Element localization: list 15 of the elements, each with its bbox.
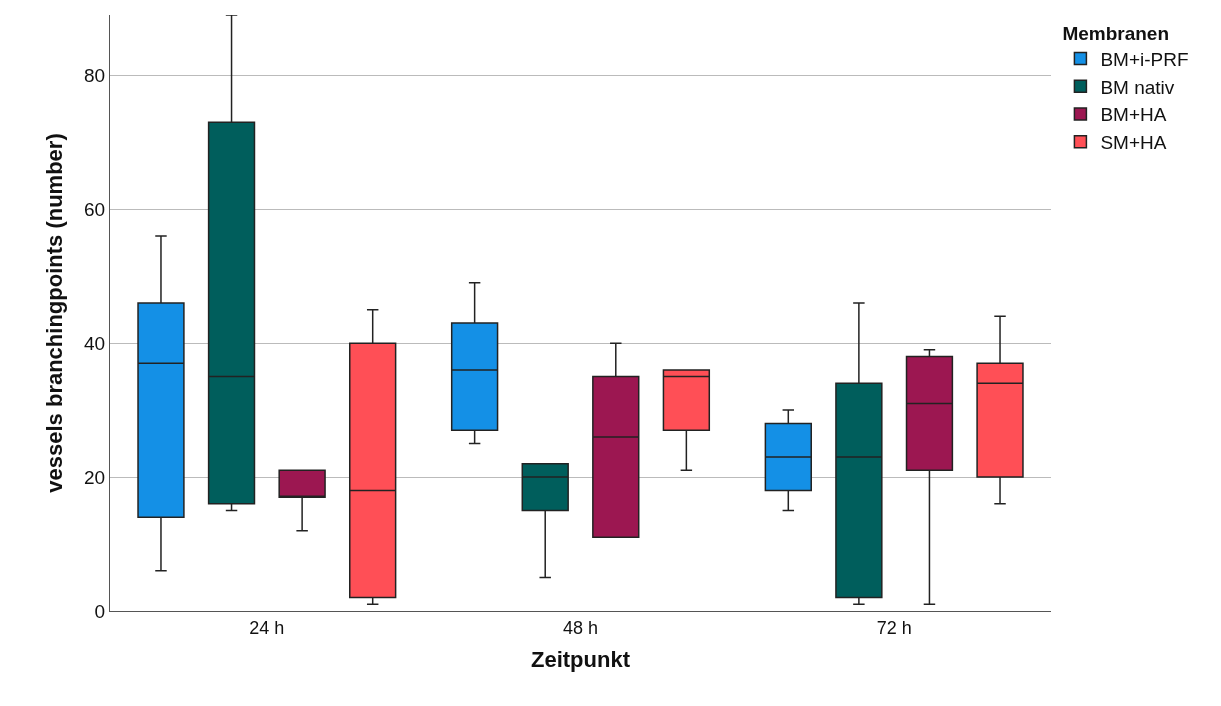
legend-label: SM+HA (1100, 132, 1167, 154)
x-tick-label: 24 h (249, 617, 285, 638)
y-tick-label: 40 (84, 332, 106, 354)
y-tick-label: 80 (84, 64, 106, 86)
legend-title: Membranen (1062, 22, 1170, 44)
legend-label: BM+HA (1100, 104, 1167, 126)
x-axis-title: Zeitpunkt (531, 647, 631, 673)
y-tick-label: 0 (94, 600, 106, 622)
x-tick-label: 72 h (876, 617, 912, 638)
legend-label: BM+i-PRF (1100, 48, 1189, 70)
y-tick-label: 60 (84, 198, 106, 220)
y-axis-title: vessels branchingpoints (number) (41, 133, 67, 493)
x-tick-label: 48 h (562, 617, 599, 638)
legend-label: BM nativ (1100, 76, 1175, 98)
y-tick-label: 20 (84, 466, 106, 488)
